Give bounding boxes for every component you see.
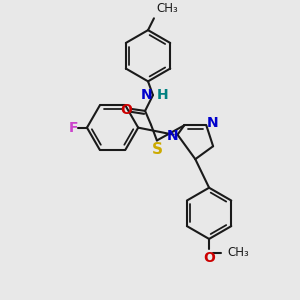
Text: O: O (203, 251, 215, 265)
Text: N: N (167, 129, 178, 142)
Text: O: O (120, 103, 132, 117)
Text: S: S (152, 142, 162, 158)
Text: N: N (206, 116, 218, 130)
Text: N: N (140, 88, 152, 102)
Text: F: F (68, 121, 78, 135)
Text: CH₃: CH₃ (156, 2, 178, 15)
Text: CH₃: CH₃ (228, 246, 250, 259)
Text: H: H (157, 88, 169, 102)
